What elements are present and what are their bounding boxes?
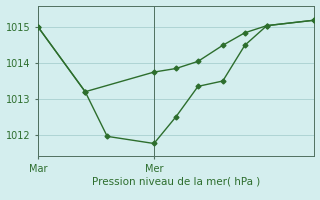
X-axis label: Pression niveau de la mer( hPa ): Pression niveau de la mer( hPa ) xyxy=(92,176,260,186)
